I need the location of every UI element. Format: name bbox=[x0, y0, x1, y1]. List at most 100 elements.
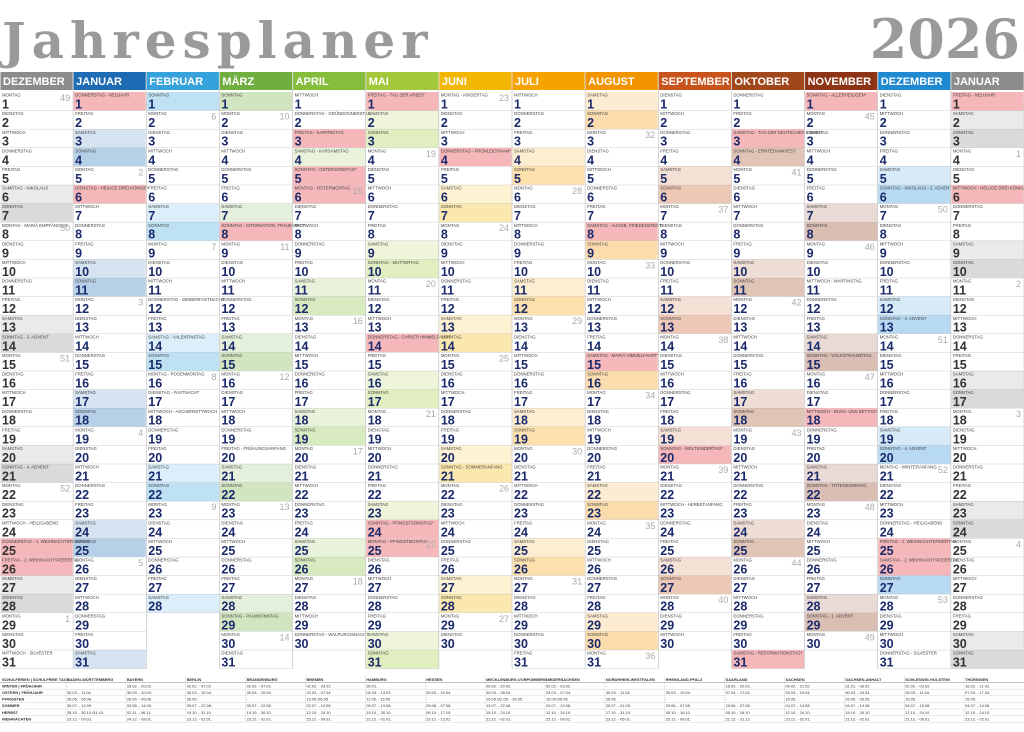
week-number: 5 bbox=[138, 558, 143, 568]
table-cell: - bbox=[726, 697, 728, 702]
day-shade bbox=[585, 352, 658, 371]
weekday: DIENSTAG bbox=[953, 167, 975, 172]
day-number: 27 bbox=[441, 581, 455, 595]
day-number: 22 bbox=[295, 488, 309, 502]
day-number: 5 bbox=[2, 172, 9, 186]
weekday: SAMSTAG - REFORMATIONSTAG* bbox=[733, 651, 802, 656]
table-cell: 31.01. - 06.02. bbox=[845, 683, 870, 688]
day-number: 28 bbox=[2, 600, 16, 614]
day-shade bbox=[366, 110, 439, 130]
weekday: FREITAG bbox=[75, 632, 94, 637]
weekday: MITTWOCH bbox=[148, 148, 172, 153]
day-number: 5 bbox=[295, 172, 302, 186]
day-shade bbox=[878, 185, 951, 204]
weekday: FREITAG bbox=[807, 446, 826, 451]
table-cell: 23.03. - 07.04. bbox=[546, 690, 571, 695]
day-number: 13 bbox=[733, 321, 747, 335]
weekday: FREITAG bbox=[880, 409, 899, 414]
table-cell: 15.05./26.05. bbox=[546, 697, 569, 702]
day-number: 15 bbox=[587, 358, 601, 372]
day-number: 17 bbox=[75, 395, 89, 409]
weekday: SONNTAG - TOTENSONNTAG bbox=[807, 483, 868, 488]
day-number: 8 bbox=[368, 228, 375, 242]
weekday: MONTAG bbox=[880, 204, 899, 209]
day-number: 12 bbox=[514, 302, 528, 316]
table-cell: 02.02. - 03.02. bbox=[905, 683, 930, 688]
weekday: MONTAG bbox=[2, 613, 21, 618]
day-number: 11 bbox=[75, 284, 88, 298]
week-number: 41 bbox=[792, 167, 802, 177]
weekday: MONTAG bbox=[221, 502, 240, 507]
day-number: 12 bbox=[587, 302, 601, 316]
weekday: MITTWOCH bbox=[221, 279, 245, 284]
day-shade bbox=[439, 185, 512, 204]
day-number: 20 bbox=[807, 451, 821, 465]
weekday: DONNERSTAG bbox=[807, 427, 838, 432]
weekday: SAMSTAG bbox=[75, 520, 96, 525]
day-number: 17 bbox=[2, 395, 16, 409]
weekday: DONNERSTAG bbox=[148, 558, 179, 563]
weekday: FREITAG bbox=[953, 483, 972, 488]
day-number: 31 bbox=[733, 656, 747, 670]
day-number: 8 bbox=[733, 228, 740, 242]
table-cell: 09.07. - 19.08. bbox=[366, 703, 391, 708]
day-number: 10 bbox=[2, 265, 16, 279]
weekday: MONTAG bbox=[587, 390, 606, 395]
day-number: 12 bbox=[733, 302, 747, 316]
weekday: SAMSTAG bbox=[807, 204, 828, 209]
year: 2026 bbox=[870, 7, 1020, 71]
weekday: SAMSTAG bbox=[75, 260, 96, 265]
day-shade bbox=[366, 538, 439, 557]
weekday: DIENSTAG bbox=[148, 520, 170, 525]
day-shade bbox=[219, 203, 293, 223]
day-number: 2 bbox=[953, 116, 960, 130]
table-cell: 12.10. - 24.10. bbox=[905, 710, 930, 715]
week-number: 43 bbox=[792, 428, 802, 438]
day-number: 17 bbox=[221, 395, 235, 409]
day-number: 9 bbox=[368, 246, 375, 260]
table-cell: 05.10. - 17.10. bbox=[426, 710, 451, 715]
day-number: 20 bbox=[514, 451, 528, 465]
day-number: 13 bbox=[880, 321, 894, 335]
day-shade bbox=[512, 296, 585, 316]
weekday: DIENSTAG bbox=[368, 297, 390, 302]
day-number: 6 bbox=[514, 191, 521, 205]
day-number: 27 bbox=[587, 581, 601, 595]
day-number: 29 bbox=[368, 618, 382, 632]
day-shade bbox=[951, 259, 1024, 278]
weekday: DONNERSTAG bbox=[441, 279, 472, 284]
day-number: 13 bbox=[295, 321, 309, 335]
day-number: 23 bbox=[148, 507, 162, 521]
weekday: DIENSTAG bbox=[221, 390, 243, 395]
day-shade bbox=[73, 538, 146, 557]
weekday: MITTWOCH bbox=[733, 595, 757, 600]
day-number: 1 bbox=[953, 98, 960, 112]
day-shade bbox=[439, 203, 512, 223]
day-number: 17 bbox=[953, 395, 967, 409]
day-shade bbox=[293, 166, 366, 185]
day-number: 19 bbox=[368, 432, 382, 446]
weekday: MONTAG bbox=[807, 372, 826, 377]
day-number: 6 bbox=[880, 191, 887, 205]
table-header: BADEN-WÜRTTEMBERG bbox=[67, 677, 113, 682]
day-number: 23 bbox=[660, 507, 674, 521]
day-number: 23 bbox=[953, 507, 967, 521]
day-number: 7 bbox=[660, 209, 667, 223]
weekday: FREITAG - 2. WEIHNACHTSFEIERTAG bbox=[2, 558, 80, 563]
day-number: 12 bbox=[148, 302, 162, 316]
weekday: DONNERSTAG bbox=[587, 186, 618, 191]
day-shade bbox=[731, 538, 805, 557]
day-number: 10 bbox=[807, 265, 821, 279]
day-shade bbox=[293, 147, 366, 167]
day-shade bbox=[146, 222, 219, 241]
day-number: 27 bbox=[221, 581, 235, 595]
day-number: 8 bbox=[514, 228, 521, 242]
weekday: MONTAG bbox=[733, 427, 752, 432]
day-shade bbox=[219, 594, 293, 613]
week-number: 11 bbox=[280, 242, 289, 252]
weekday: MITTWOCH - BUSS- UND BETTAG* bbox=[807, 409, 878, 414]
table-cell: 02.07. - 12.08. bbox=[546, 703, 571, 708]
week-number: 23 bbox=[499, 93, 509, 103]
weekday: SAMSTAG bbox=[75, 651, 96, 656]
week-number: 52 bbox=[60, 484, 70, 494]
